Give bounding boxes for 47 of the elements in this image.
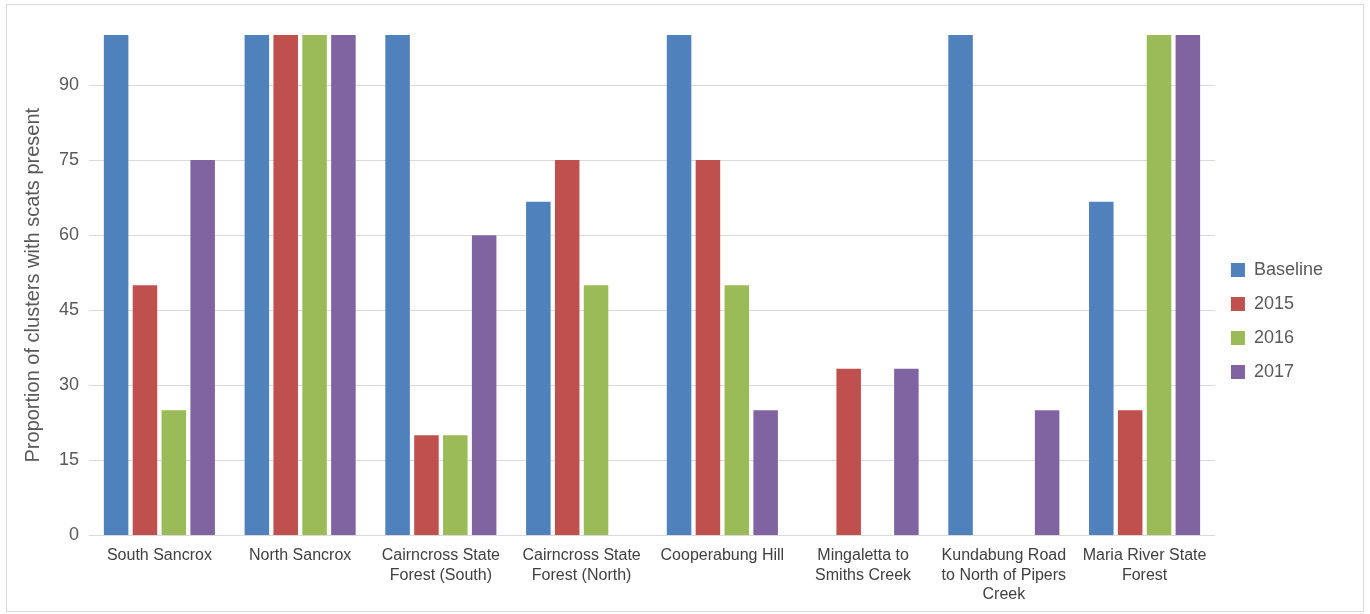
bar [244, 35, 270, 535]
bar [724, 285, 750, 535]
bar [948, 35, 973, 535]
x-tick-label: Cairncross State Forest (South) [381, 546, 501, 583]
legend-label: 2017 [1253, 360, 1294, 381]
bar [1089, 201, 1114, 535]
bar [1175, 35, 1201, 535]
legend-label: 2015 [1253, 292, 1294, 313]
legend-label: 2016 [1253, 326, 1294, 347]
bar [443, 435, 468, 535]
bar [190, 160, 215, 535]
bar [132, 285, 158, 535]
bar [695, 160, 721, 535]
bar [894, 368, 919, 535]
legend-label: Baseline [1253, 258, 1323, 279]
x-tick-label: Mingaletta to Smiths Creek [815, 546, 913, 583]
x-tick-label: Cairncross State Forest (North) [522, 546, 641, 583]
x-tick-label: Maria River State Forest [1082, 546, 1207, 583]
x-tick-label: Cooperabung Hill [660, 546, 785, 564]
bar [331, 35, 356, 535]
y-tick-label: 60 [58, 224, 80, 245]
y-tick-label: 30 [58, 374, 80, 395]
bar [103, 35, 129, 535]
y-axis-title: Proportion of clusters with scats present [20, 107, 43, 463]
bar [836, 368, 861, 535]
bar [385, 35, 410, 535]
y-tick-label: 0 [69, 524, 80, 545]
bar [554, 160, 580, 535]
bar [1117, 410, 1143, 535]
y-tick-label: 45 [58, 299, 80, 320]
bar [1034, 410, 1060, 535]
bar [273, 35, 298, 535]
x-tick-label: Kundabung Road to North of Pipers Creek [941, 546, 1067, 602]
bar [753, 410, 778, 535]
bar [1146, 35, 1172, 535]
x-tick-label: South Sancrox [106, 546, 212, 564]
bar [583, 285, 609, 535]
bar [526, 201, 551, 535]
y-tick-label: 15 [58, 449, 80, 470]
y-tick-label: 75 [58, 149, 80, 170]
bar [666, 35, 692, 535]
bar [414, 435, 439, 535]
x-tick-label: North Sancrox [249, 546, 352, 564]
y-tick-label: 90 [58, 74, 80, 95]
bar [302, 35, 327, 535]
bar [471, 235, 497, 535]
bar [161, 410, 187, 535]
